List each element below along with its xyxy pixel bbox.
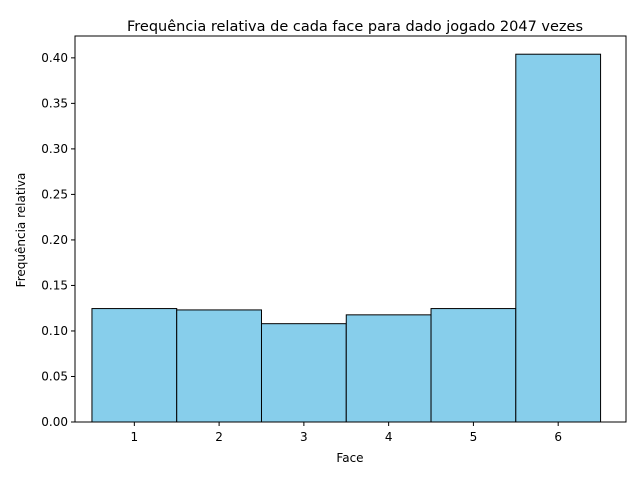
axes-frame [74,35,627,423]
x-tick-label: 2 [215,430,223,444]
y-tick-label: 0.40 [41,51,68,65]
y-axis-label: Frequência relativa [14,173,28,288]
bar-face-1 [91,308,178,423]
y-tick-label: 0.30 [41,142,68,156]
y-tick-label: 0.10 [41,324,68,338]
bar-face-3 [260,323,347,423]
bar-face-6 [515,53,602,423]
bar-face-5 [430,308,517,423]
x-axis-label: Face [336,451,363,465]
x-tick-label: 3 [300,430,308,444]
x-axis-ticks: 1 2 3 4 5 6 [131,422,562,444]
y-tick-label: 0.35 [41,96,68,110]
x-tick-label: 6 [554,430,562,444]
y-tick-label: 0.15 [41,278,68,292]
y-axis-ticks: 0.00 0.05 0.10 0.15 0.20 0.25 0.30 0.35 0.40 [41,51,75,429]
bars-group [91,53,602,423]
x-tick-label: 5 [470,430,478,444]
x-tick-label: 1 [131,430,139,444]
x-tick-label: 4 [385,430,393,444]
y-tick-label: 0.05 [41,369,68,383]
y-tick-label: 0.25 [41,187,68,201]
bar-face-2 [176,309,262,423]
chart-title: Frequência relativa de cada face para da… [127,19,583,35]
y-tick-label: 0.20 [41,233,68,247]
bar-face-4 [345,314,432,423]
y-tick-label: 0.00 [41,415,68,429]
